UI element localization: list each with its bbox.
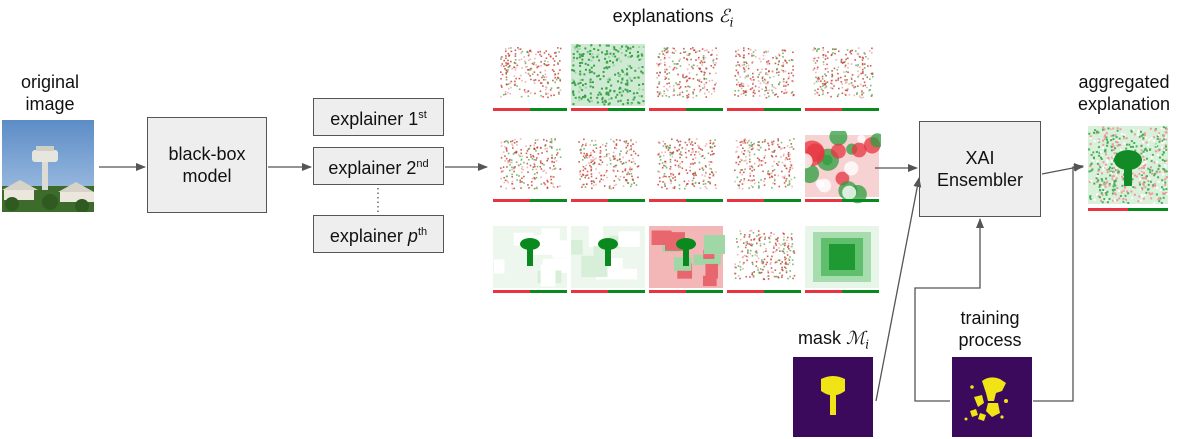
xai-ensembler-line1: XAI bbox=[965, 148, 995, 168]
explainer-p-box: explainer pth bbox=[313, 215, 444, 253]
aggregated-explanation-label: aggregated explanation bbox=[1068, 71, 1180, 115]
explanation-heatmap-r2-c5 bbox=[805, 131, 881, 205]
original-image bbox=[2, 120, 94, 212]
mask-image bbox=[793, 357, 873, 437]
explanations-title: explanations ℰi bbox=[612, 6, 734, 30]
arrow-training-to-ensembler bbox=[914, 218, 984, 402]
explanation-heatmap-r2-c3 bbox=[649, 131, 725, 205]
explanation-heatmap-r2-c2 bbox=[571, 131, 647, 205]
mask-label: mask ℳi bbox=[797, 328, 870, 352]
explanation-heatmap-r2-c1 bbox=[493, 131, 569, 205]
training-label-line1: training bbox=[960, 308, 1020, 328]
explainer-2-box: explainer 2nd bbox=[313, 147, 444, 185]
training-mask-image bbox=[952, 357, 1032, 437]
arrow-training-to-aggregated bbox=[1033, 163, 1084, 402]
aggregated-explanation-heatmap bbox=[1086, 118, 1170, 214]
black-box-model: black-box model bbox=[147, 117, 267, 213]
training-label-line2: process bbox=[958, 330, 1022, 350]
explainer-1-box: explainer 1st bbox=[313, 98, 444, 136]
explanation-heatmap-r3-c4 bbox=[727, 222, 803, 296]
explanation-heatmap-r3-c2 bbox=[571, 222, 647, 296]
xai-ensembler: XAI Ensembler bbox=[919, 121, 1041, 217]
training-process-label: training process bbox=[935, 307, 1045, 351]
original-image-label-line2: image bbox=[25, 94, 75, 114]
explainer-1-label: explainer 1st bbox=[330, 109, 427, 129]
explanation-heatmap-r2-c4 bbox=[727, 131, 803, 205]
explainer-p-label: explainer pth bbox=[329, 226, 428, 246]
black-box-label-line2: model bbox=[182, 166, 232, 186]
original-image-label-line1: original bbox=[20, 72, 80, 92]
arrow-ensembler-to-aggregated bbox=[1041, 163, 1084, 175]
aggregated-label-line2: explanation bbox=[1077, 94, 1171, 114]
explanation-heatmap-r1-c5 bbox=[805, 40, 881, 114]
xai-ensembler-line2: Ensembler bbox=[936, 170, 1024, 190]
explanation-heatmap-r3-c5 bbox=[805, 222, 881, 296]
original-image-label: original image bbox=[8, 71, 92, 115]
explainer-2-label: explainer 2nd bbox=[328, 158, 429, 178]
aggregated-label-line1: aggregated bbox=[1078, 72, 1170, 92]
explanation-heatmap-r1-c3 bbox=[649, 40, 725, 114]
arrow-mask-to-ensembler bbox=[875, 177, 922, 402]
explanation-heatmap-r1-c4 bbox=[727, 40, 803, 114]
explanation-heatmap-r3-c3 bbox=[649, 222, 725, 296]
explanation-heatmap-r3-c1 bbox=[493, 222, 569, 296]
black-box-label-line1: black-box bbox=[168, 144, 246, 164]
explanation-heatmap-r1-c1 bbox=[493, 40, 569, 114]
explanation-heatmap-r1-c2 bbox=[571, 40, 647, 114]
